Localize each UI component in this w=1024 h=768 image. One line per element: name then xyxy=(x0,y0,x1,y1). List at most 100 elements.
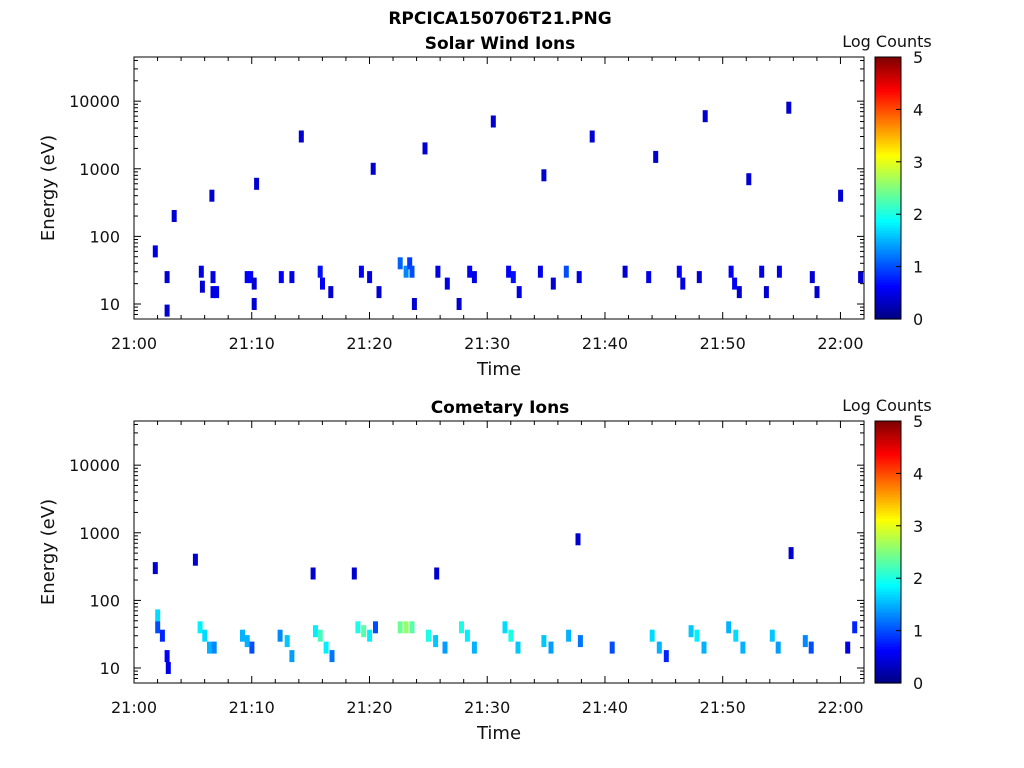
colorbar-swatch xyxy=(875,627,901,632)
colorbar-swatch xyxy=(875,664,901,668)
colorbar-swatch xyxy=(875,436,901,440)
colorbar-tick-label: 4 xyxy=(913,464,923,483)
colorbar-swatch xyxy=(875,177,901,181)
colorbar-swatch xyxy=(875,531,901,535)
heatmap-cell xyxy=(456,298,462,310)
heatmap-cell xyxy=(471,641,477,654)
colorbar-swatch xyxy=(875,580,901,585)
heatmap-cell xyxy=(317,629,323,642)
colorbar-swatch xyxy=(875,465,901,469)
colorbar-swatch xyxy=(875,457,901,461)
colorbar-swatch xyxy=(875,651,901,655)
solar-wind-title: Solar Wind Ions xyxy=(425,34,576,54)
heatmap-cell xyxy=(656,641,662,654)
colorbar-swatch xyxy=(875,554,901,558)
heatmap-cell xyxy=(563,265,569,278)
colorbar-swatch xyxy=(875,525,901,530)
x-axis-label: Time xyxy=(476,359,521,380)
colorbar-swatch xyxy=(875,64,901,69)
colorbar-swatch xyxy=(875,617,901,621)
colorbar-swatch xyxy=(875,298,901,302)
colorbar-swatch xyxy=(875,274,901,278)
colorbar-swatch xyxy=(875,77,901,82)
solar-wind-colorbar: Log Counts 0 1 2 3 4 5 xyxy=(842,32,932,329)
heatmap-cell xyxy=(289,271,295,284)
heatmap-cell xyxy=(164,650,170,663)
heatmap-cell xyxy=(409,265,415,278)
heatmap-cell xyxy=(244,271,250,284)
heatmap-cell xyxy=(444,277,450,290)
heatmap-cell xyxy=(211,641,217,654)
colorbar-swatch xyxy=(875,423,901,427)
colorbar-swatch xyxy=(875,106,901,110)
colorbar-swatch xyxy=(875,169,901,173)
colorbar-swatch xyxy=(875,476,901,480)
colorbar-swatch xyxy=(875,119,901,124)
colorbar-swatch xyxy=(875,536,901,540)
heatmap-cell xyxy=(676,265,682,278)
heatmap-cell xyxy=(397,621,403,634)
colorbar-label: Log Counts xyxy=(842,396,932,415)
x-axis-label: Time xyxy=(476,723,521,744)
heatmap-cell xyxy=(577,635,583,648)
colorbar-swatch xyxy=(875,101,901,105)
heatmap-cell xyxy=(289,650,295,663)
colorbar-swatch xyxy=(875,470,901,474)
heatmap-cell xyxy=(786,101,792,114)
heatmap-cell xyxy=(732,277,738,290)
x-tick-label: 21:30 xyxy=(464,698,510,717)
heatmap-cell xyxy=(397,257,403,270)
x-tick-label: 21:30 xyxy=(464,334,510,353)
colorbar-swatch xyxy=(875,528,901,532)
colorbar-swatch xyxy=(875,641,901,645)
colorbar-swatch xyxy=(875,70,901,74)
colorbar-swatch xyxy=(875,135,901,139)
colorbar-swatch xyxy=(875,287,901,291)
heatmap-cell xyxy=(510,271,516,284)
colorbar-swatch xyxy=(875,211,901,215)
heatmap-cell xyxy=(197,621,203,634)
colorbar-swatch xyxy=(875,483,901,488)
colorbar-tick-label: 2 xyxy=(913,205,923,224)
heatmap-cell xyxy=(277,629,283,642)
heatmap-cell xyxy=(845,641,851,654)
heatmap-cell xyxy=(464,629,470,642)
x-tick-label: 22:00 xyxy=(817,334,863,353)
colorbar-swatch xyxy=(875,143,901,147)
colorbar-swatch xyxy=(875,172,901,176)
colorbar-swatch xyxy=(875,562,901,566)
heatmap-cell xyxy=(155,609,161,622)
heatmap-cell xyxy=(506,265,512,278)
heatmap-cell xyxy=(376,286,382,299)
colorbar-swatch xyxy=(875,305,901,310)
colorbar-swatch xyxy=(875,182,901,186)
heatmap-cell xyxy=(858,271,864,284)
colorbar-swatch xyxy=(875,444,901,448)
heatmap-cell xyxy=(159,629,165,642)
heatmap-cell xyxy=(746,173,752,186)
colorbar-swatch xyxy=(875,96,901,100)
heatmap-cell xyxy=(566,629,572,642)
colorbar-swatch xyxy=(875,675,901,679)
heatmap-cell xyxy=(541,635,547,648)
colorbar-swatch xyxy=(875,578,901,582)
colorbar-swatch xyxy=(875,572,901,577)
heatmap-cell xyxy=(649,629,655,642)
colorbar-swatch xyxy=(875,468,901,472)
x-tick-label: 21:50 xyxy=(700,334,746,353)
colorbar-swatch xyxy=(875,672,901,676)
colorbar-tick-label: 1 xyxy=(913,622,923,641)
heatmap-cell xyxy=(736,286,742,299)
colorbar-swatch xyxy=(875,638,901,642)
x-tick-label: 21:20 xyxy=(346,334,392,353)
heatmap-cell xyxy=(696,271,702,284)
heatmap-cell xyxy=(802,635,808,648)
colorbar-swatch xyxy=(875,253,901,257)
colorbar-swatch xyxy=(875,630,901,634)
colorbar-swatch xyxy=(875,607,901,611)
colorbar-swatch xyxy=(875,431,901,435)
x-tick-label: 21:40 xyxy=(582,334,628,353)
colorbar-swatch xyxy=(875,620,901,624)
heatmap-cell xyxy=(688,625,694,638)
heatmap-cell xyxy=(680,277,686,290)
